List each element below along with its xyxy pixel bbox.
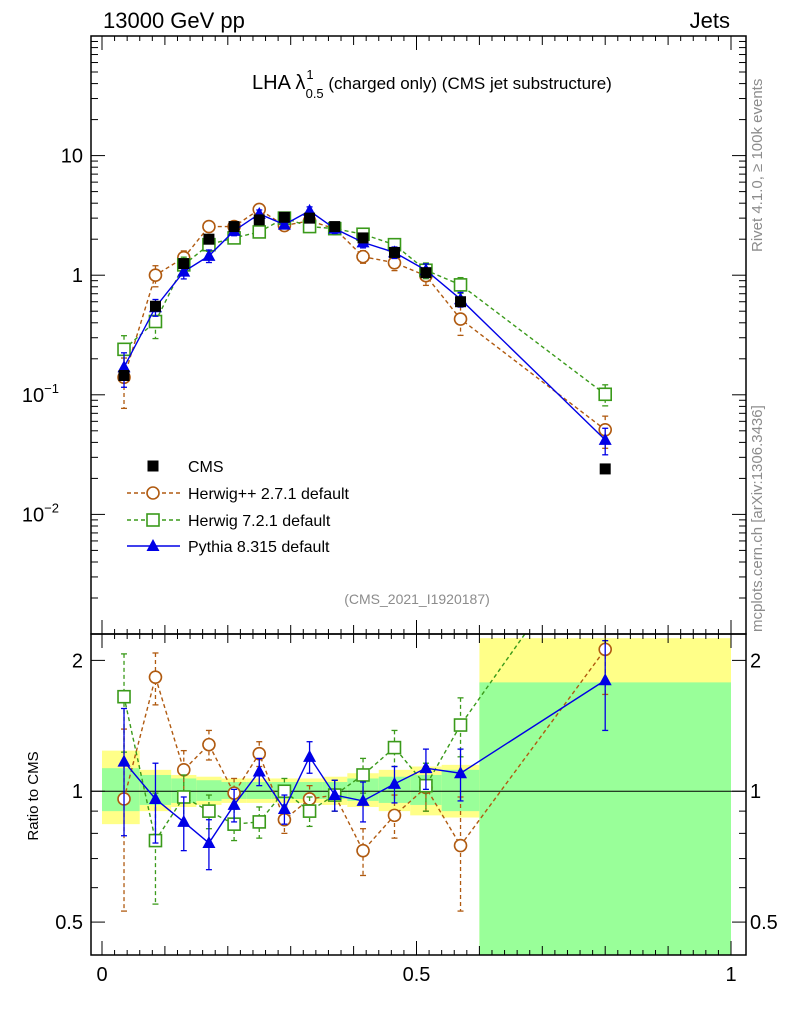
main-point-cms — [304, 212, 316, 224]
main-ytick-label: 10−2 — [22, 500, 59, 526]
ratio-point-herwig — [387, 808, 402, 823]
main-point-cms — [178, 258, 190, 270]
ratio-ytick-label-left: 2 — [72, 650, 83, 672]
ratio-point-pythia — [598, 673, 612, 686]
main-point-pythia — [202, 248, 216, 261]
main-point-pythia — [177, 264, 191, 277]
main-point-cms — [253, 214, 265, 226]
ratio-ytick-label-left: 0.5 — [55, 912, 83, 934]
ratio-point-herwig — [176, 763, 191, 777]
header-energy-label: 13000 GeV pp — [103, 8, 245, 33]
ratio-point-pythia — [148, 791, 162, 804]
legend-label: CMS — [188, 459, 224, 476]
ratio-stat-band — [296, 782, 323, 799]
ratio-ytick-label-right: 2 — [750, 650, 761, 672]
main-ytick-label: 10−1 — [22, 381, 59, 407]
plot-title-main: LHA λ — [252, 72, 305, 94]
main-point-herwig — [148, 268, 163, 283]
main-point-cms — [455, 296, 467, 308]
main-point-cms — [203, 233, 215, 245]
plot-title-sub: 0.5 — [306, 86, 324, 101]
main-point-cms — [420, 267, 432, 279]
ratio-point-pythia — [419, 761, 433, 774]
main-point-herwig — [252, 225, 267, 239]
main-point-cms — [149, 300, 161, 312]
ratio-point-herwig — [387, 740, 402, 755]
xtick-label: 0 — [96, 964, 107, 986]
axis-ticks: 10 1 10−1 10−2 2 2 1 1 0.5 0.5 0 0.5 1 — [22, 36, 778, 986]
main-point-herwig — [598, 387, 613, 402]
ratio-point-herwig — [356, 768, 370, 782]
main-point-pythia — [117, 360, 131, 373]
ratio-ytick-label-right: 0.5 — [750, 912, 778, 934]
ratio-ytick-label-right: 1 — [750, 781, 761, 803]
plot-title-sup: 1 — [306, 67, 313, 82]
main-point-pythia — [598, 432, 612, 445]
ratio-ytick-label-left: 1 — [72, 781, 83, 803]
ratio-stat-band — [246, 782, 272, 799]
plot-title: LHA λ1 0.5 (charged only) (CMS jet substr… — [252, 67, 612, 101]
ratio-point-herwig — [202, 804, 216, 818]
ratio-point-herwig — [453, 718, 468, 732]
main-point-herwig — [453, 278, 468, 292]
ratio-point-pythia — [454, 766, 468, 779]
main-point-herwig — [356, 249, 370, 264]
ratio-point-herwig — [453, 838, 468, 853]
ratio-series-group — [117, 514, 613, 912]
legend-marker — [146, 486, 160, 500]
main-ytick-label: 10 — [61, 146, 83, 168]
plot-frames — [90, 35, 747, 956]
legend-label: Herwig++ 2.7.1 default — [188, 486, 350, 503]
main-series-group — [117, 202, 613, 475]
ratio-point-pythia — [227, 797, 241, 810]
ratio-point-pythia — [328, 788, 342, 801]
main-point-herwig — [202, 219, 216, 234]
analysis-tag: (CMS_2021_I1920187) — [344, 591, 490, 607]
legend-marker — [146, 513, 160, 527]
ratio-ylabel: Ratio to CMS — [25, 751, 42, 840]
ratio-frame — [90, 633, 747, 956]
main-point-cms — [329, 221, 341, 233]
ratio-point-herwig — [202, 737, 216, 752]
ratio-point-pythia — [202, 836, 216, 849]
ratio-point-herwig — [356, 843, 370, 858]
plot-title-rest: (charged only) (CMS jet substructure) — [324, 74, 612, 93]
ratio-point-pythia — [303, 749, 317, 762]
rivet-version-label: Rivet 4.1.0, ≥ 100k events — [749, 79, 766, 252]
legend-label: Herwig 7.2.1 default — [188, 513, 331, 530]
ratio-point-pythia — [177, 814, 191, 827]
legend-marker — [146, 539, 160, 551]
main-point-herwig — [453, 312, 468, 326]
main-point-cms — [118, 370, 130, 382]
ratio-point-pythia — [387, 776, 401, 789]
ratio-stat-band — [196, 780, 222, 801]
xtick-label: 0.5 — [403, 964, 431, 986]
ratio-uncertainty-bands — [102, 638, 731, 955]
main-point-cms — [388, 246, 400, 258]
ratio-point-herwig — [252, 815, 267, 829]
ratio-point-herwig — [117, 689, 131, 704]
main-ytick-label: 1 — [72, 265, 83, 287]
legend: CMS Herwig++ 2.7.1 default Herwig 7.2.1 de… — [127, 459, 350, 556]
ratio-point-herwig — [599, 514, 611, 526]
ratio-point-pythia — [117, 754, 131, 767]
legend-label: Pythia 8.315 default — [188, 539, 330, 556]
main-point-cms — [228, 221, 240, 233]
main-point-cms — [599, 463, 611, 475]
main-point-herwig — [148, 314, 163, 329]
xtick-label: 1 — [725, 964, 736, 986]
source-label: mcplots.cern.ch [arXiv:1306.3436] — [749, 405, 766, 632]
ratio-point-pythia — [277, 802, 291, 815]
main-point-pythia — [277, 217, 291, 230]
header-process-label: Jets — [690, 8, 730, 33]
ratio-point-herwig — [302, 804, 317, 818]
ratio-point-herwig — [148, 670, 163, 684]
legend-marker — [147, 460, 159, 472]
main-point-cms — [357, 232, 369, 244]
ratio-point-pythia — [252, 764, 266, 777]
ratio-point-pythia — [356, 793, 370, 806]
main-point-cms — [278, 211, 290, 223]
